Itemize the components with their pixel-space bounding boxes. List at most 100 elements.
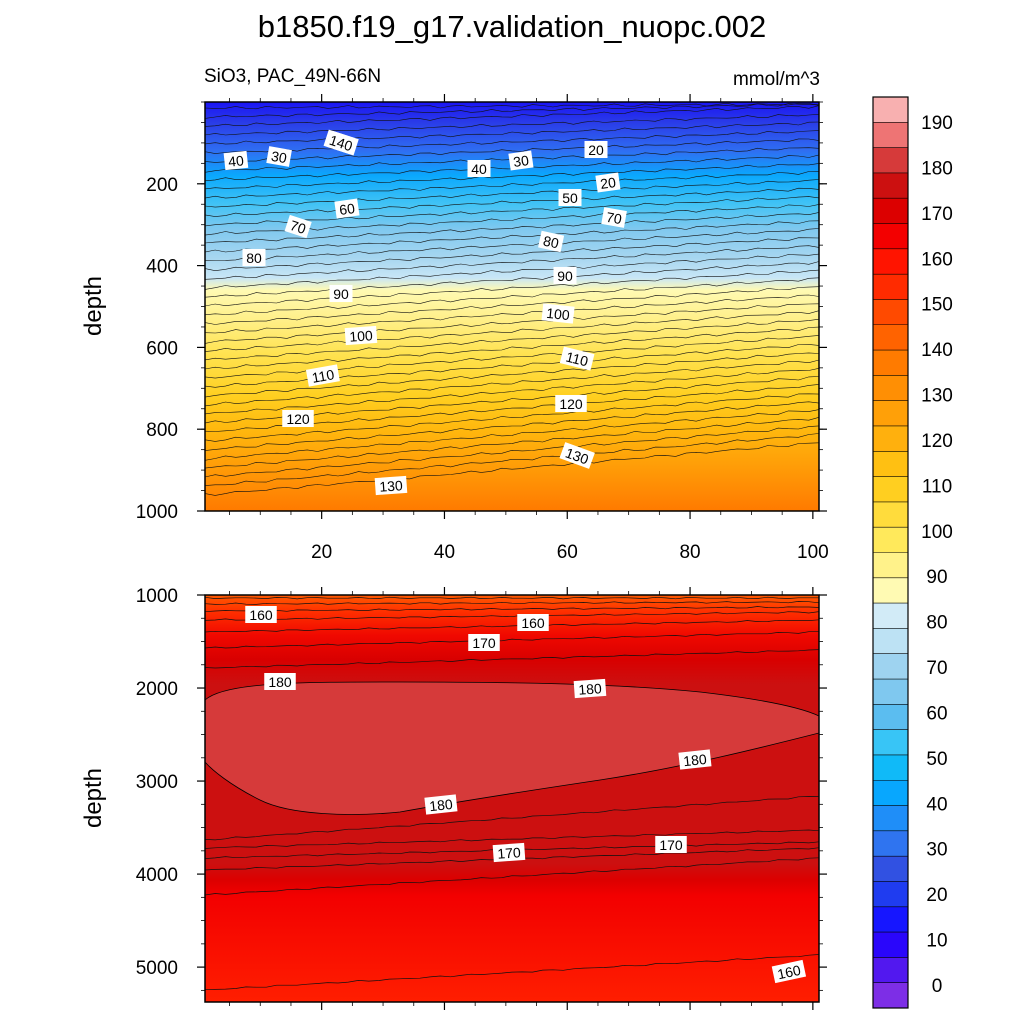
colorbar-swatch — [873, 476, 908, 503]
contour-label-text: 110 — [311, 366, 336, 386]
contour-label: 160 — [245, 606, 277, 623]
upper-y-axis-label: depth — [80, 276, 107, 336]
contour-line — [205, 228, 819, 261]
contour-label-bg — [242, 249, 266, 266]
contour-label: 90 — [553, 267, 577, 284]
contour-label: 160 — [517, 614, 549, 631]
contour-label-bg — [468, 634, 500, 651]
contour-label: 160 — [771, 959, 807, 984]
contour-label-bg — [517, 614, 549, 631]
colorbar-swatch — [873, 704, 908, 730]
contour-label: 180 — [424, 794, 458, 815]
x-tick-label: 100 — [797, 542, 829, 563]
colorbar-label: 40 — [926, 794, 947, 815]
contour-line — [205, 619, 819, 633]
y-tick-label: 5000 — [136, 958, 178, 979]
contour-label: 140 — [323, 129, 359, 156]
contour-label: 80 — [538, 230, 565, 253]
lower-contour-labels: 160 160 170 180 180 180 180 170 170 160 — [245, 606, 807, 984]
contour-label-bg — [374, 475, 408, 496]
contour-line — [205, 409, 819, 461]
colorbar-swatch — [873, 223, 908, 250]
contour-line — [205, 611, 819, 621]
contour-line — [205, 368, 819, 415]
y-tick-label: 1000 — [136, 586, 178, 607]
contour-label: 20 — [595, 172, 621, 193]
contour-label-bg — [771, 959, 807, 984]
contour-label-text: 170 — [659, 837, 683, 853]
contour-line — [205, 114, 819, 136]
y-tick-label: 4000 — [136, 865, 178, 886]
colorbar-swatch — [873, 400, 908, 427]
contour-line — [205, 171, 819, 199]
contour-line — [205, 294, 819, 334]
contour-label: 30 — [508, 150, 534, 171]
variable-label: SiO3, PAC_49N-66N — [204, 66, 381, 87]
contour-line — [205, 425, 819, 478]
x-tick-label: 60 — [557, 542, 578, 563]
colorbar-swatch — [873, 679, 908, 705]
lower-axis-ticks: 1000 2000 3000 4000 5000 — [136, 586, 827, 1010]
colorbar-label: 0 — [932, 976, 943, 997]
contour-line — [205, 596, 819, 600]
contour-label: 30 — [266, 146, 292, 167]
lower-y-axis-label: depth — [80, 768, 107, 828]
colorbar-swatch — [873, 603, 908, 629]
contour-label-bg — [264, 673, 296, 690]
units-label: mmol/m^3 — [733, 69, 820, 90]
colorbar-swatch — [873, 577, 908, 604]
contour-line — [205, 253, 819, 290]
contour-label-bg — [538, 230, 565, 253]
contour-line — [205, 103, 819, 119]
contour-label: 110 — [559, 346, 595, 371]
contour-label: 80 — [242, 249, 266, 266]
contour-line — [205, 631, 819, 649]
y-tick-label: 600 — [146, 338, 178, 359]
contour-label-bg — [584, 141, 608, 158]
colorbar-label: 160 — [921, 249, 953, 270]
contour-label-bg — [559, 346, 595, 371]
contour-label: 170 — [468, 634, 500, 651]
contour-label: 70 — [601, 207, 627, 228]
colorbar-swatch — [873, 527, 908, 553]
contour-line — [205, 601, 819, 605]
contour-label: 130 — [374, 475, 408, 496]
contour-line — [205, 649, 819, 669]
contour-label-bg — [595, 172, 621, 193]
contour-label-text: 180 — [429, 796, 454, 814]
contour-label-bg — [284, 214, 312, 239]
contour-line — [205, 121, 819, 145]
contour-line — [205, 318, 819, 361]
upper-contour-labels: 2030402040302050607070808090901001001101… — [223, 129, 627, 496]
contour-label-bg — [266, 146, 292, 167]
contour-line — [205, 269, 819, 307]
colorbar-swatch — [873, 805, 908, 832]
y-tick-label: 2000 — [136, 679, 178, 700]
contour-line — [205, 286, 819, 325]
contour-line — [205, 417, 819, 469]
contour-line — [205, 196, 819, 227]
colorbar-label: 140 — [921, 340, 953, 361]
colorbar-swatch — [873, 122, 908, 148]
contour-label-text: 40 — [471, 161, 487, 177]
colorbar-swatch — [873, 906, 908, 933]
colorbar-swatch — [873, 97, 908, 123]
colorbar-label: 170 — [921, 204, 953, 225]
colorbar-swatch — [873, 982, 908, 1009]
x-tick-label: 40 — [434, 542, 455, 563]
contour-line — [205, 442, 819, 496]
colorbar-swatch — [873, 552, 908, 579]
colorbar-swatch — [873, 324, 908, 351]
colorbar-swatch — [873, 172, 908, 199]
contour-label-bg — [555, 395, 587, 412]
contour-label: 20 — [584, 141, 608, 158]
contour-label-text: 110 — [564, 349, 590, 370]
core-180-region — [205, 681, 819, 815]
x-tick-label: 20 — [311, 542, 332, 563]
contour-line — [205, 187, 819, 217]
contour-line — [205, 829, 819, 849]
y-tick-label: 1000 — [136, 502, 178, 523]
colorbar-swatch — [873, 425, 908, 452]
